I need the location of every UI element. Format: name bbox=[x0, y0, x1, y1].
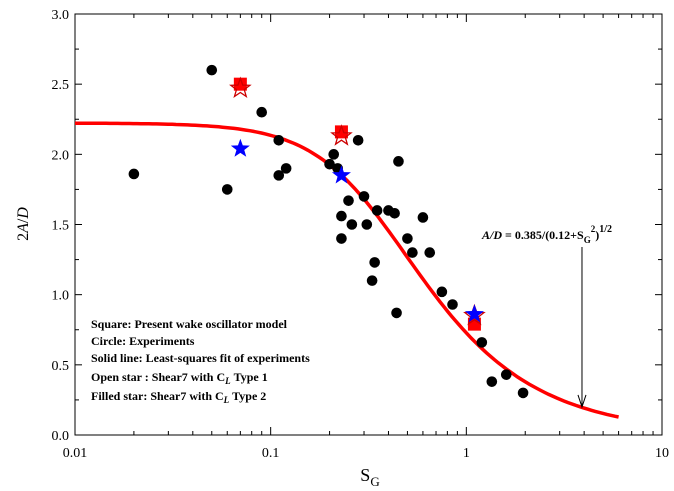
experiment-point bbox=[358, 191, 370, 202]
y-tick-label: 2.5 bbox=[52, 78, 70, 93]
y-tick-label: 3.0 bbox=[52, 8, 70, 23]
legend-open-star-text: Open star : Shear7 with C bbox=[91, 370, 225, 384]
experiment-point bbox=[476, 337, 488, 348]
experiment-point bbox=[273, 170, 285, 181]
experiment-point bbox=[336, 210, 347, 222]
legend-line-circle: Circle: Experiments bbox=[91, 334, 195, 348]
experiment-point bbox=[486, 376, 498, 387]
experiment-point bbox=[371, 205, 383, 216]
ylabel-part: A bbox=[15, 223, 32, 234]
legend-cl-sub: L bbox=[224, 376, 231, 386]
experiment-point bbox=[128, 168, 140, 180]
curve-layer bbox=[75, 121, 619, 419]
ticks-layer: 0.0 0.5 1.0 1.5 2.0 2.5 3.0 0.01 0.1 1 10 bbox=[52, 8, 670, 461]
legend: Square: Present wake oscillator model Ci… bbox=[91, 317, 310, 405]
filled-star-point bbox=[464, 304, 484, 323]
experiment-point bbox=[280, 163, 292, 174]
experiment-point bbox=[324, 158, 335, 170]
x-tick-label: 0.01 bbox=[63, 446, 88, 461]
y-axis-title: 2A/D bbox=[15, 207, 32, 241]
experiment-point bbox=[221, 184, 233, 195]
experiment-point bbox=[500, 369, 512, 380]
y-tick-label: 1.5 bbox=[52, 219, 70, 234]
experiment-point bbox=[424, 247, 436, 258]
annot-sup1: 2 bbox=[591, 224, 596, 234]
annot-sup2: 1/2 bbox=[599, 224, 612, 235]
annot-rhs: = 0.385/(0.12+S bbox=[502, 228, 584, 242]
annot-lhs: A/D bbox=[481, 228, 502, 242]
y-tick-label: 2.0 bbox=[52, 148, 70, 163]
y-tick-label: 1.0 bbox=[52, 289, 70, 304]
experiment-point bbox=[361, 219, 373, 230]
experiment-point bbox=[352, 135, 364, 146]
x-tick-label: 0.1 bbox=[262, 446, 280, 461]
experiment-point bbox=[343, 195, 354, 206]
experiment-point bbox=[206, 64, 218, 76]
legend-line-filled-star: Filled star: Shear7 with CL Type 2 bbox=[91, 389, 266, 405]
experiment-point bbox=[328, 149, 340, 160]
experiment-point bbox=[391, 307, 402, 319]
filled-star-point bbox=[230, 138, 250, 157]
filled-star-point bbox=[331, 165, 351, 184]
experiment-point bbox=[366, 275, 378, 286]
points-layer bbox=[128, 64, 529, 399]
open-star-point bbox=[229, 76, 252, 99]
experiment-point bbox=[436, 286, 448, 298]
x-axis-title: SG bbox=[360, 465, 379, 489]
experiment-point bbox=[369, 257, 380, 268]
legend-line-square: Square: Present wake oscillator model bbox=[91, 317, 288, 331]
experiment-point bbox=[393, 156, 404, 167]
fit-curve bbox=[75, 121, 619, 419]
annotation-arrow-head bbox=[577, 394, 587, 409]
legend-line-open-star: Open star : Shear7 with CL Type 1 bbox=[91, 370, 268, 386]
x-tick-label: 10 bbox=[655, 446, 669, 461]
experiment-point bbox=[256, 106, 268, 118]
annot-sub: G bbox=[584, 235, 591, 245]
annot-close: ) bbox=[595, 228, 599, 242]
experiment-point bbox=[417, 212, 429, 223]
experiment-point bbox=[447, 299, 458, 310]
ylabel-part: D bbox=[15, 207, 32, 220]
experiment-point bbox=[346, 219, 358, 230]
open-star-point bbox=[330, 124, 353, 146]
xlabel-sub: G bbox=[370, 474, 379, 489]
experiment-point bbox=[517, 387, 529, 399]
legend-cl-sub: L bbox=[223, 395, 230, 405]
legend-type1: Type 1 bbox=[234, 370, 268, 384]
legend-filled-star-text: Filled star: Shear7 with C bbox=[91, 389, 224, 403]
experiment-point bbox=[389, 207, 400, 219]
ylabel-part: / bbox=[15, 218, 32, 223]
wake-model-point bbox=[334, 125, 348, 139]
x-tick-label: 1 bbox=[463, 446, 470, 461]
experiment-point bbox=[402, 233, 413, 244]
experiment-point bbox=[273, 135, 285, 146]
y-tick-label: 0.0 bbox=[52, 429, 70, 444]
wake-model-point bbox=[233, 77, 247, 91]
legend-type2: Type 2 bbox=[232, 389, 266, 403]
ylabel-part: 2 bbox=[15, 233, 32, 241]
experiment-point bbox=[407, 247, 418, 258]
legend-line-solid: Solid line: Least-squares fit of experim… bbox=[91, 351, 310, 365]
experiment-point bbox=[336, 233, 347, 244]
xlabel-main: S bbox=[360, 465, 370, 485]
wake-model-point bbox=[467, 317, 481, 331]
fit-equation-annotation: A/D = 0.385/(0.12+SG2)1/2 bbox=[481, 224, 612, 245]
y-tick-label: 0.5 bbox=[52, 359, 70, 374]
